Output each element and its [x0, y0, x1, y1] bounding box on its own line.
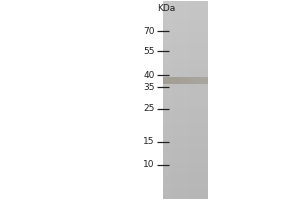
Text: 55: 55 — [143, 47, 154, 56]
Text: 35: 35 — [143, 83, 154, 92]
Text: 25: 25 — [143, 104, 154, 113]
Text: 10: 10 — [143, 160, 154, 169]
Text: 40: 40 — [143, 71, 154, 80]
Text: 15: 15 — [143, 137, 154, 146]
Text: 70: 70 — [143, 27, 154, 36]
Text: KDa: KDa — [157, 4, 176, 13]
